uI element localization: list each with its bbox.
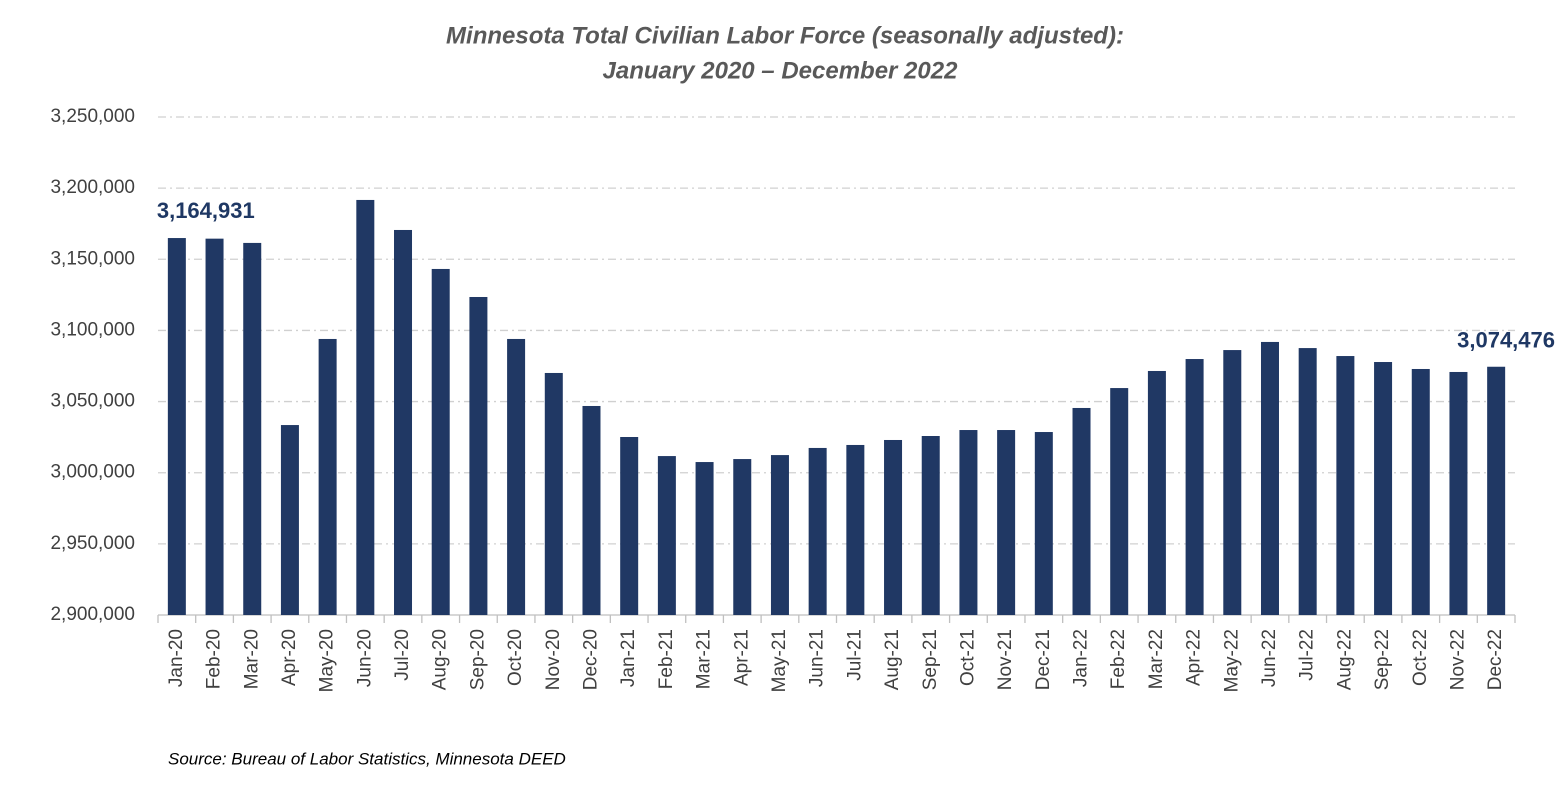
x-tick-label: Mar-20: [241, 629, 262, 689]
bar: [1185, 359, 1204, 615]
x-tick-label: Nov-21: [995, 629, 1016, 690]
x-tick-label: Feb-20: [204, 629, 225, 689]
x-tick-label: May-20: [317, 629, 338, 692]
y-tick-label: 3,200,000: [50, 177, 135, 198]
bar: [544, 372, 563, 615]
source-note: Source: Bureau of Labor Statistics, Minn…: [168, 749, 566, 768]
bar: [205, 238, 224, 615]
bar: [1260, 341, 1279, 615]
x-tick-label: Jun-20: [354, 629, 375, 687]
x-tick-label: Aug-20: [430, 629, 451, 690]
bar: [1449, 371, 1468, 615]
bar: [808, 447, 827, 615]
bar: [318, 338, 337, 615]
chart-subtitle: January 2020 – December 2022: [603, 57, 959, 84]
bar: [167, 238, 186, 616]
bar: [1034, 432, 1053, 615]
bar: [695, 462, 714, 615]
x-tick-label: Dec-20: [581, 629, 602, 690]
y-tick-label: 2,900,000: [50, 604, 135, 625]
bar: [921, 436, 940, 615]
bar: [1072, 407, 1091, 615]
bar: [657, 456, 676, 615]
x-tick-label: Mar-21: [694, 629, 715, 689]
x-tick-label: Apr-20: [279, 629, 300, 686]
y-tick-label: 3,150,000: [50, 248, 135, 269]
bar: [997, 430, 1016, 615]
bar: [582, 405, 601, 615]
x-tick-label: Dec-21: [1033, 629, 1054, 690]
bar: [280, 425, 299, 615]
x-tick-label: Jan-20: [166, 629, 187, 687]
x-tick-label: Apr-21: [731, 629, 752, 686]
x-tick-label: Oct-20: [505, 629, 526, 686]
y-tick-label: 3,250,000: [50, 106, 135, 127]
x-tick-label: Oct-21: [957, 629, 978, 686]
x-tick-label: Nov-20: [543, 629, 564, 690]
bar: [620, 437, 639, 615]
bar: [846, 444, 865, 615]
chart-title: Minnesota Total Civilian Labor Force (se…: [446, 22, 1124, 49]
x-tick-label: May-21: [769, 629, 790, 692]
x-tick-label: Jul-22: [1297, 629, 1318, 681]
y-tick-label: 3,050,000: [50, 391, 135, 412]
bar: [733, 459, 752, 615]
x-tick-label: Oct-22: [1410, 629, 1431, 686]
value-label: 3,164,931: [157, 198, 255, 223]
x-tick-label: May-22: [1221, 629, 1242, 692]
x-tick-label: Sep-20: [467, 629, 488, 690]
bar: [1487, 366, 1506, 615]
bar: [243, 242, 262, 615]
bar: [469, 296, 488, 615]
x-tick-label: Apr-22: [1184, 629, 1205, 686]
y-tick-label: 3,100,000: [50, 319, 135, 340]
x-tick-label: Jun-22: [1259, 629, 1280, 687]
bar: [507, 338, 526, 615]
bar: [1298, 348, 1317, 615]
bar: [1336, 356, 1355, 615]
value-label: 3,074,476: [1457, 328, 1555, 353]
x-tick-label: Aug-22: [1334, 629, 1355, 690]
bar: [959, 430, 978, 615]
x-tick-label: Dec-22: [1485, 629, 1506, 690]
y-tick-label: 2,950,000: [50, 533, 135, 554]
bar: [1147, 370, 1166, 615]
x-tick-label: Jul-21: [844, 629, 865, 681]
x-tick-label: Feb-22: [1108, 629, 1129, 689]
x-tick-label: Aug-21: [882, 629, 903, 690]
bar: [1374, 362, 1393, 615]
bar: [356, 199, 375, 615]
x-tick-label: Feb-21: [656, 629, 677, 689]
y-tick-label: 3,000,000: [50, 462, 135, 483]
x-tick-label: Sep-22: [1372, 629, 1393, 690]
x-tick-label: Jan-22: [1071, 629, 1092, 687]
x-tick-label: Jul-20: [392, 629, 413, 681]
bar: [1223, 350, 1242, 615]
x-tick-label: Jan-21: [618, 629, 639, 687]
x-tick-label: Jun-21: [807, 629, 828, 687]
x-tick-label: Nov-22: [1447, 629, 1468, 690]
x-tick-label: Sep-21: [920, 629, 941, 690]
bar: [1110, 388, 1129, 615]
bar: [1411, 368, 1430, 615]
bar: [770, 455, 789, 615]
bar: [884, 439, 903, 615]
bar: [394, 229, 413, 615]
bar: [431, 268, 450, 615]
x-tick-label: Mar-22: [1146, 629, 1167, 689]
